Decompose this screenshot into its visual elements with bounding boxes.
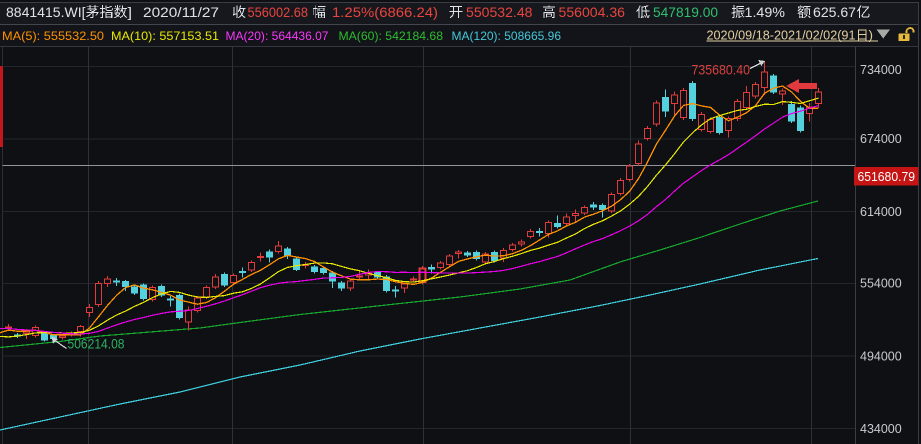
svg-text:1.49%: 1.49% <box>745 4 786 20</box>
svg-text:734000: 734000 <box>860 63 902 77</box>
svg-text:506214.08: 506214.08 <box>68 336 125 352</box>
svg-text:2020/09/18-2021/02/02(91: 2020/09/18-2021/02/02(91 <box>707 28 856 43</box>
svg-text:MA(20): 564436.07: MA(20): 564436.07 <box>226 29 329 43</box>
svg-text:554000: 554000 <box>860 277 902 291</box>
svg-text:494000: 494000 <box>860 349 902 363</box>
svg-text:674000: 674000 <box>860 132 902 146</box>
svg-text:MA(5): 555532.50: MA(5): 555532.50 <box>2 29 104 43</box>
svg-text:550532.48: 550532.48 <box>466 4 533 20</box>
svg-text:2020/11/27: 2020/11/27 <box>143 4 219 20</box>
svg-text:556002.68: 556002.68 <box>248 4 309 20</box>
svg-text:8841415.WI[: 8841415.WI[ <box>6 4 86 20</box>
svg-text:614000: 614000 <box>860 205 902 219</box>
svg-text:1.25%(6866.24): 1.25%(6866.24) <box>332 4 438 20</box>
svg-text:625.67: 625.67 <box>813 4 856 20</box>
svg-text:556004.36: 556004.36 <box>559 4 626 20</box>
svg-text:MA(10): 557153.51: MA(10): 557153.51 <box>111 29 219 43</box>
svg-text:]: ] <box>128 4 133 20</box>
svg-text:434000: 434000 <box>860 422 902 436</box>
svg-text:735680.40: 735680.40 <box>692 62 751 78</box>
svg-text:547819.00: 547819.00 <box>653 4 718 20</box>
svg-text:MA(120): 508665.96: MA(120): 508665.96 <box>452 29 562 43</box>
svg-text:651680.79: 651680.79 <box>858 170 916 184</box>
svg-text:MA(60): 542184.68: MA(60): 542184.68 <box>339 29 444 43</box>
svg-text:): ) <box>869 28 874 43</box>
